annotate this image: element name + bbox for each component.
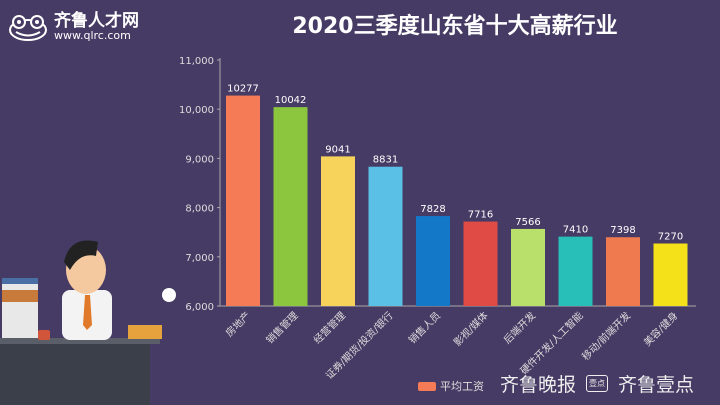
bar bbox=[463, 221, 498, 306]
x-tick-label: 影视/媒体 bbox=[451, 309, 491, 349]
y-tick-label: 7,000 bbox=[185, 253, 214, 264]
x-tick-label: 销售人员 bbox=[406, 309, 443, 346]
data-label: 8831 bbox=[373, 155, 398, 166]
qlrc-logo: 齐鲁人才网 www.qlrc.com bbox=[8, 12, 139, 42]
data-label: 10277 bbox=[227, 84, 259, 95]
bar bbox=[416, 216, 450, 306]
bar bbox=[606, 237, 640, 306]
frog-icon bbox=[9, 15, 47, 41]
data-label: 9041 bbox=[325, 144, 350, 155]
legend: 平均工资 bbox=[418, 378, 484, 394]
logo-url: www.qlrc.com bbox=[54, 29, 131, 42]
logo-name: 齐鲁人才网 bbox=[54, 11, 139, 31]
data-label: 10042 bbox=[275, 95, 307, 106]
bar bbox=[273, 107, 308, 306]
bar bbox=[653, 243, 688, 306]
bar bbox=[368, 166, 403, 306]
watermark-paper: 齐鲁晚报 bbox=[500, 374, 577, 396]
office-worker-illustration bbox=[0, 240, 176, 405]
data-label: 7716 bbox=[468, 210, 493, 221]
data-label: 7398 bbox=[610, 225, 635, 236]
data-label: 7828 bbox=[420, 204, 445, 215]
app-badge: 壹点 bbox=[586, 375, 609, 392]
y-tick-label: 6,000 bbox=[185, 302, 214, 313]
y-tick-label: 11,000 bbox=[179, 56, 214, 67]
data-label: 7566 bbox=[515, 217, 540, 228]
data-label: 7410 bbox=[563, 225, 588, 236]
x-tick-label: 移动/前端开发 bbox=[579, 309, 633, 363]
x-tick-label: 房地产 bbox=[223, 309, 253, 339]
data-label: 7270 bbox=[658, 232, 683, 243]
legend-label: 平均工资 bbox=[440, 380, 484, 393]
x-tick-label: 后端开发 bbox=[501, 309, 538, 346]
y-tick-label: 10,000 bbox=[179, 105, 214, 116]
y-tick-label: 8,000 bbox=[185, 204, 214, 215]
watermark-app: 齐鲁壹点 bbox=[618, 374, 695, 396]
bar bbox=[321, 156, 355, 306]
x-tick-label: 美容/健身 bbox=[641, 309, 681, 349]
bar bbox=[226, 95, 260, 307]
x-tick-label: 销售管理 bbox=[263, 309, 300, 346]
x-tick-label: 经营管理 bbox=[311, 309, 348, 346]
chart-title: 2020三季度山东省十大高薪行业 bbox=[292, 14, 618, 39]
bar bbox=[511, 228, 545, 306]
watermark: 齐鲁晚报 壹点 齐鲁壹点 bbox=[500, 370, 694, 397]
y-tick-label: 9,000 bbox=[185, 154, 214, 165]
legend-swatch bbox=[418, 381, 436, 391]
bar bbox=[558, 236, 593, 306]
